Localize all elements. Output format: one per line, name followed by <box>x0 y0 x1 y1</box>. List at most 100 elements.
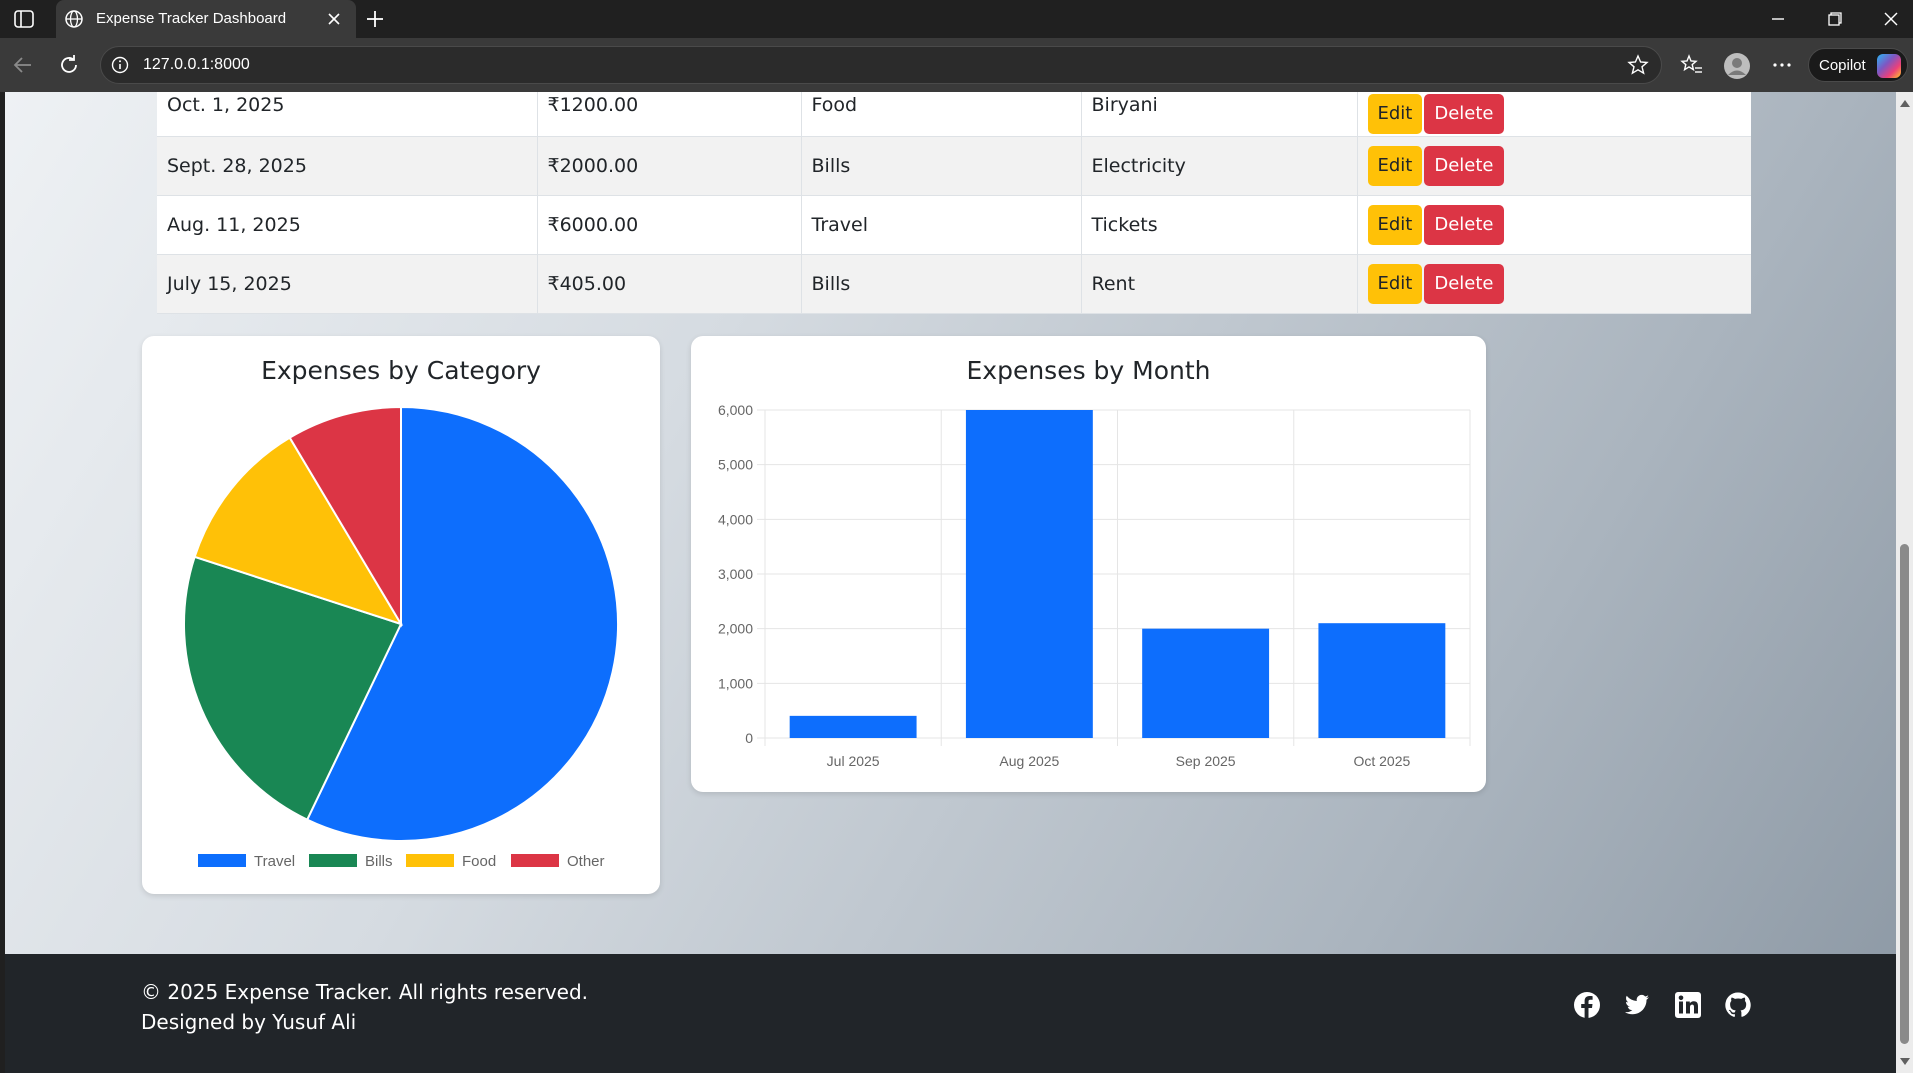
delete-button[interactable]: Delete <box>1424 204 1504 245</box>
copilot-button[interactable]: Copilot <box>1808 48 1908 82</box>
edit-button[interactable]: Edit <box>1367 94 1423 134</box>
page-scrollbar[interactable] <box>1896 92 1913 1073</box>
table-row: Sept. 28, 2025 ₹2000.00 Bills Electricit… <box>157 136 1751 196</box>
url-bar[interactable]: 127.0.0.1:8000 <box>100 46 1662 84</box>
amount-cell: ₹6000.00 <box>537 195 802 255</box>
favorites-icon[interactable] <box>1680 53 1704 77</box>
category-cell: Bills <box>801 136 1082 196</box>
month-chart-card: Expenses by Month 0 1,000 2,000 3,000 4,000 5… <box>691 336 1486 792</box>
scrollbar-thumb[interactable] <box>1900 544 1909 1044</box>
y-tick-label: 0 <box>745 730 753 746</box>
table-row: July 15, 2025 ₹405.00 Bills Rent Edit Del… <box>157 254 1751 314</box>
table-row: Aug. 11, 2025 ₹6000.00 Travel Tickets Ed… <box>157 195 1751 255</box>
pie-slice-food[interactable] <box>193 436 404 626</box>
linkedin-icon[interactable] <box>1674 991 1702 1019</box>
copilot-icon <box>1877 54 1901 78</box>
category-chart-card: Expenses by Category Travel Bills Food Othe… <box>142 336 660 894</box>
new-tab-icon[interactable] <box>364 8 386 30</box>
copilot-label: Copilot <box>1819 57 1866 74</box>
actions-cell: Edit Delete <box>1357 195 1751 255</box>
date-cell: Oct. 1, 2025 <box>157 92 538 137</box>
globe-icon <box>65 10 83 28</box>
category-cell: Travel <box>801 195 1082 255</box>
pie-slice-travel[interactable] <box>305 405 619 842</box>
page-viewport: Oct. 1, 2025 ₹1200.00 Food Biryani Edit D… <box>5 92 1896 1073</box>
site-info-icon[interactable] <box>111 56 129 74</box>
actions-cell: Edit Delete <box>1357 136 1751 196</box>
minimize-icon[interactable] <box>1766 8 1790 30</box>
actions-cell: Edit Delete <box>1357 254 1751 314</box>
month-bar-chart[interactable]: 0 1,000 2,000 3,000 4,000 5,000 6,000 Jul 2025 A… <box>691 336 1486 792</box>
date-cell: Sept. 28, 2025 <box>157 136 538 196</box>
x-tick-label: Sep 2025 <box>1176 753 1236 769</box>
edit-button[interactable]: Edit <box>1367 145 1423 186</box>
site-footer: © 2025 Expense Tracker. All rights reser… <box>5 954 1896 1073</box>
legend-swatch-other <box>511 854 559 867</box>
delete-button[interactable]: Delete <box>1424 145 1504 186</box>
close-tab-icon[interactable] <box>324 9 344 29</box>
footer-copyright: © 2025 Expense Tracker. All rights reser… <box>141 980 589 1004</box>
browser-tab[interactable]: Expense Tracker Dashboard <box>56 0 356 38</box>
sidebar-toggle-icon[interactable] <box>14 10 34 28</box>
profile-avatar-icon[interactable] <box>1723 52 1751 80</box>
bar-chart-title: Expenses by Month <box>966 356 1211 385</box>
pie-chart-title: Expenses by Category <box>261 356 541 385</box>
facebook-icon[interactable] <box>1573 991 1601 1019</box>
x-tick-label: Jul 2025 <box>827 753 880 769</box>
description-cell: Rent <box>1081 254 1358 314</box>
twitter-icon[interactable] <box>1623 991 1651 1019</box>
bar-aug-2025[interactable] <box>965 410 1093 738</box>
category-pie-chart[interactable]: Travel Bills Food Other <box>142 336 660 894</box>
amount-cell: ₹405.00 <box>537 254 802 314</box>
category-cell: Food <box>801 92 1082 137</box>
github-icon[interactable] <box>1724 991 1752 1019</box>
amount-cell: ₹1200.00 <box>537 92 802 137</box>
bar-sep-2025[interactable] <box>1142 628 1270 738</box>
scroll-down-icon[interactable] <box>1900 1058 1910 1065</box>
edit-button[interactable]: Edit <box>1367 204 1423 245</box>
legend-label-other[interactable]: Other <box>567 853 605 870</box>
y-tick-label: 6,000 <box>718 402 753 418</box>
legend-swatch-food <box>406 854 454 867</box>
x-tick-label: Aug 2025 <box>999 753 1059 769</box>
y-tick-label: 3,000 <box>718 566 753 582</box>
actions-cell: Edit Delete <box>1357 92 1751 137</box>
bar-jul-2025[interactable] <box>789 715 917 738</box>
scroll-up-icon[interactable] <box>1900 100 1910 107</box>
date-cell: July 15, 2025 <box>157 254 538 314</box>
url-text: 127.0.0.1:8000 <box>143 56 250 73</box>
favorite-star-icon[interactable] <box>1627 54 1649 76</box>
delete-button[interactable]: Delete <box>1424 94 1504 134</box>
more-options-icon[interactable] <box>1770 53 1794 77</box>
bar-oct-2025[interactable] <box>1318 623 1446 738</box>
table-row: Oct. 1, 2025 ₹1200.00 Food Biryani Edit D… <box>157 92 1751 137</box>
date-cell: Aug. 11, 2025 <box>157 195 538 255</box>
y-tick-label: 5,000 <box>718 457 753 473</box>
legend-swatch-bills <box>309 854 357 867</box>
footer-designer: Designed by Yusuf Ali <box>141 1010 357 1034</box>
description-cell: Electricity <box>1081 136 1358 196</box>
pie-slice-other[interactable] <box>288 405 402 628</box>
y-tick-label: 2,000 <box>718 621 753 637</box>
pie-slice-bills[interactable] <box>183 555 403 822</box>
delete-button[interactable]: Delete <box>1424 263 1504 304</box>
y-tick-label: 1,000 <box>718 675 753 691</box>
browser-address-bar: 127.0.0.1:8000 <box>0 38 1913 92</box>
back-icon[interactable] <box>12 54 34 76</box>
legend-label-food[interactable]: Food <box>462 853 496 870</box>
expense-table: Oct. 1, 2025 ₹1200.00 Food Biryani Edit D… <box>157 92 1751 314</box>
close-window-icon[interactable] <box>1879 8 1903 30</box>
edit-button[interactable]: Edit <box>1367 263 1423 304</box>
category-cell: Bills <box>801 254 1082 314</box>
legend-label-bills[interactable]: Bills <box>365 853 393 870</box>
amount-cell: ₹2000.00 <box>537 136 802 196</box>
y-tick-label: 4,000 <box>718 511 753 527</box>
x-tick-label: Oct 2025 <box>1353 753 1410 769</box>
legend-swatch-travel <box>198 854 246 867</box>
description-cell: Biryani <box>1081 92 1358 137</box>
browser-tab-bar: Expense Tracker Dashboard <box>0 0 1913 38</box>
legend-label-travel[interactable]: Travel <box>254 853 295 870</box>
reload-icon[interactable] <box>58 54 80 76</box>
tab-title: Expense Tracker Dashboard <box>96 10 287 27</box>
restore-icon[interactable] <box>1822 8 1846 30</box>
